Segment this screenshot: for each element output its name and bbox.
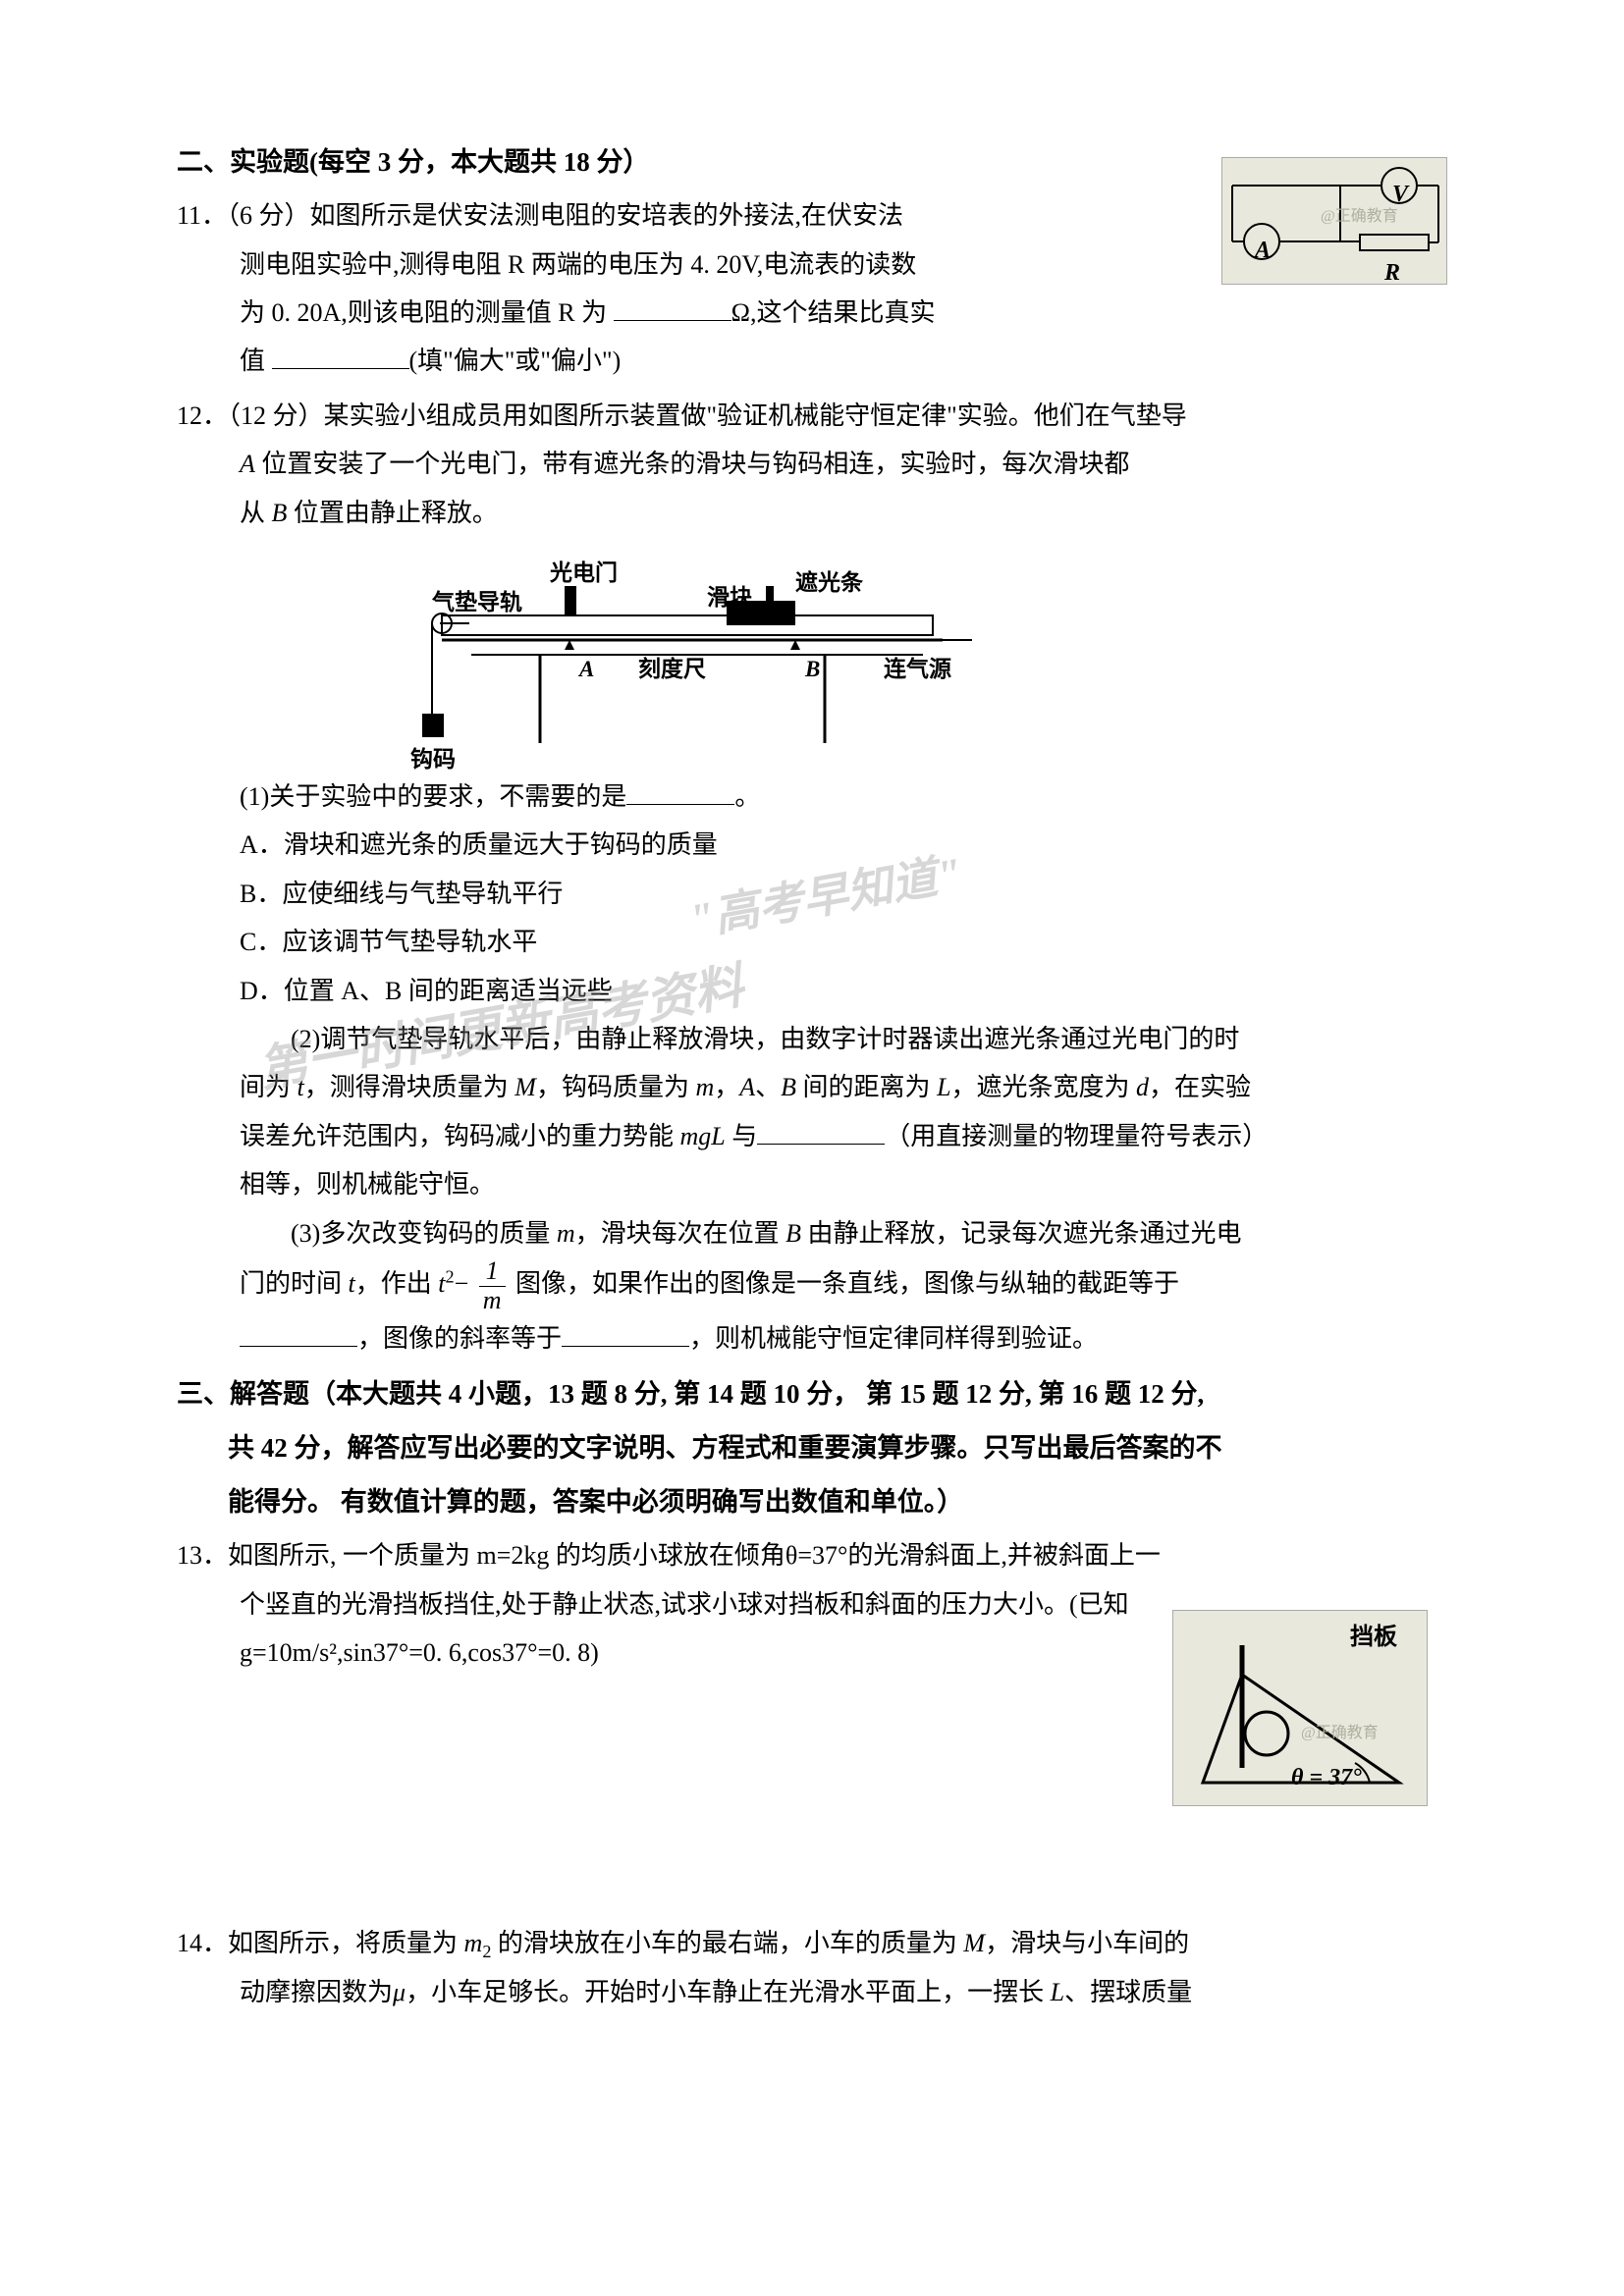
ammeter-label: A [1255,229,1271,274]
resistor-label: R [1384,251,1400,296]
label-angle: θ = 37° [1291,1756,1362,1801]
q12-line3: 从 B 位置由静止释放。 [177,489,1447,537]
blank-R[interactable] [614,291,731,321]
q11-line3: 为 0. 20A,则该电阻的测量值 R 为 Ω,这个结果比真实 [177,289,1021,337]
section-3-heading-l3: 能得分。 有数值计算的题，答案中必须明确写出数值和单位。） [177,1477,1447,1527]
opt-B: B．应使细线与气垫导轨平行 [177,870,1447,918]
q13-line1: 如图所示, 一个质量为 m=2kg 的均质小球放在倾角θ=37°的光滑斜面上,并… [228,1541,1161,1570]
blank-slope[interactable] [562,1316,689,1347]
frac-den: m [479,1287,506,1315]
label-photogate: 光电门 [550,552,618,595]
opt-A: A．滑块和遮光条的质量远大于钩码的质量 [177,821,1447,869]
q11-line1: 如图所示是伏安法测电阻的安培表的外接法,在伏安法 [310,201,904,230]
q11-line4: 值 (填"偏大"或"偏小") [177,337,1021,385]
sub3-l2b: 图像，如果作出的图像是一条直线，图像与纵轴的截距等于 [515,1269,1179,1298]
inclined-watermark: @正确教育 [1301,1719,1379,1748]
sub2-l3b: （用直接测量的物理量符号表示） [885,1122,1268,1150]
q11-line3b: Ω,这个结果比真实 [731,298,936,327]
q13-num: 13． [177,1541,228,1570]
q12-sub2-l3: 误差允许范围内，钩码减小的重力势能 mgL 与 （用直接测量的物理量符号表示） [177,1112,1447,1160]
label-strip: 遮光条 [795,561,863,605]
q12-sub2-l2: 间为 t，测得滑块质量为 M，钩码质量为 m，A、B 间的距离为 L，遮光条宽度… [177,1063,1447,1111]
circuit-watermark: @正确教育 [1321,202,1398,232]
q11-line4b: (填"偏大"或"偏小") [409,347,622,375]
q12-sub3-l2: 门的时间 t，作出 t2− 1m 图像，如果作出的图像是一条直线，图像与纵轴的截… [177,1257,1447,1314]
section-3-heading-l1: 三、解答题（本大题共 4 小题，13 题 8 分, 第 14 题 10 分， 第… [177,1369,1447,1419]
question-14: 14．如图所示，将质量为 m2 的滑块放在小车的最右端，小车的质量为 M，滑块与… [177,1919,1447,2017]
label-board: 挡板 [1350,1616,1397,1661]
sub1-intro: (1)关于实验中的要求，不需要的是 [240,782,626,811]
opt-D: D．位置 A、B 间的距离适当远些 [177,967,1447,1015]
q14-line2: 动摩擦因数为μ，小车足够长。开始时小车静止在光滑水平面上，一摆长 L、摆球质量 [177,1968,1447,2016]
label-rail: 气垫导轨 [432,581,522,624]
sub1-end: 。 [734,782,760,811]
blank-intercept[interactable] [240,1316,357,1347]
question-11: 11．（6 分）如图所示是伏安法测电阻的安培表的外接法,在伏安法 测电阻实验中,… [177,191,1021,386]
question-12: 12．（12 分）某实验小组成员用如图所示装置做"验证机械能守恒定律"实验。他们… [177,392,1447,1363]
fraction-1-over-m: 1m [479,1257,506,1314]
opt-C: C．应该调节气垫导轨水平 [177,918,1447,966]
minus-sign: − [455,1269,475,1298]
frac-num: 1 [479,1257,506,1287]
label-B: B [805,648,820,691]
q12-sub2-l1: (2)调节气垫导轨水平后，由静止释放滑块，由数字计时器读出遮光条通过光电门的时 [177,1015,1447,1063]
q11-num: 11．（6 分） [177,201,310,230]
sub3-l3a-text: ，图像的斜率等于 [357,1324,562,1353]
q12-sub3-l3: ，图像的斜率等于 ，则机械能守恒定律同样得到验证。 [177,1314,1447,1362]
label-hook: 钩码 [410,738,456,781]
q12-sub1: (1)关于实验中的要求，不需要的是 。 [177,773,1447,821]
blank-bias[interactable] [272,339,409,369]
q11-line2: 测电阻实验中,测得电阻 R 两端的电压为 4. 20V,电流表的读数 [177,240,1021,289]
q12-sub3-l1: (3)多次改变钩码的质量 m，滑块每次在位置 B 由静止释放，记录每次遮光条通过… [177,1209,1447,1257]
label-ruler: 刻度尺 [638,648,706,691]
inclined-figure: 挡板 θ = 37° @正确教育 [1172,1610,1428,1806]
label-air: 连气源 [884,648,951,691]
blank-sub1[interactable] [626,774,734,805]
sub3-l3b: ，则机械能守恒定律同样得到验证。 [689,1324,1098,1353]
q14-num: 14． [177,1929,228,1957]
label-A: A [579,648,594,691]
sub3-l2a: 门的时间 t，作出 [240,1269,438,1298]
q12-line2: A 位置安装了一个光电门，带有遮光条的滑块与钩码相连，实验时，每次滑块都 [177,440,1447,488]
t-squared: t [438,1269,445,1298]
q12-num: 12．（12 分） [177,401,324,430]
q11-line3a: 为 0. 20A,则该电阻的测量值 R 为 [240,298,614,327]
apparatus-figure: 光电门 气垫导轨 滑块 遮光条 A 刻度尺 B 连气源 钩码 [373,547,982,763]
label-slider: 滑块 [707,576,752,619]
q11-line4a: 值 [240,347,272,375]
sub2-l3a: 误差允许范围内，钩码减小的重力势能 mgL 与 [240,1122,757,1150]
circuit-figure: V A R @正确教育 [1221,157,1447,285]
q12-line1: 某实验小组成员用如图所示装置做"验证机械能守恒定律"实验。他们在气垫导 [324,401,1187,430]
section-3-heading-l2: 共 42 分，解答应写出必要的文字说明、方程式和重要演算步骤。只写出最后答案的不 [177,1423,1447,1473]
q12-sub2-l4: 相等，则机械能守恒。 [177,1160,1447,1208]
q14-line1: 如图所示，将质量为 m2 的滑块放在小车的最右端，小车的质量为 M，滑块与小车间… [228,1929,1189,1957]
blank-sub2[interactable] [757,1114,885,1145]
